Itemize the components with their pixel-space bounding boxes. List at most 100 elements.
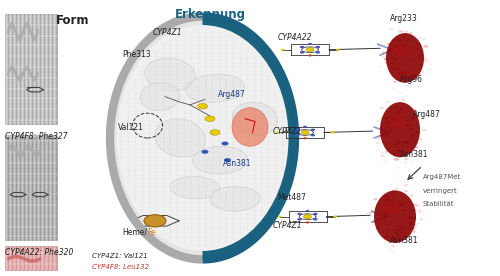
Circle shape (408, 221, 412, 224)
Circle shape (395, 233, 397, 235)
Circle shape (210, 130, 220, 135)
Circle shape (396, 235, 401, 237)
Circle shape (397, 140, 400, 142)
Circle shape (222, 142, 228, 145)
Circle shape (398, 110, 401, 112)
Circle shape (394, 81, 396, 83)
Circle shape (402, 44, 407, 47)
Circle shape (387, 43, 391, 45)
Circle shape (408, 47, 411, 49)
Ellipse shape (186, 74, 244, 102)
Text: Form: Form (56, 14, 89, 27)
Circle shape (374, 223, 377, 224)
FancyBboxPatch shape (5, 246, 58, 270)
Circle shape (416, 51, 420, 52)
Circle shape (411, 160, 414, 161)
Circle shape (420, 204, 424, 205)
Circle shape (420, 138, 422, 140)
Circle shape (406, 39, 411, 42)
Text: CYP4Z1: Val121: CYP4Z1: Val121 (92, 253, 148, 259)
Circle shape (144, 215, 166, 227)
Ellipse shape (382, 202, 399, 215)
Ellipse shape (388, 115, 404, 128)
Circle shape (415, 236, 418, 238)
Circle shape (310, 134, 315, 136)
Circle shape (418, 45, 422, 47)
Circle shape (413, 203, 417, 206)
Circle shape (394, 118, 398, 121)
Circle shape (401, 233, 404, 234)
Circle shape (380, 107, 384, 109)
Circle shape (410, 195, 413, 196)
Circle shape (394, 111, 398, 113)
Circle shape (392, 88, 396, 89)
Circle shape (398, 204, 403, 206)
Circle shape (408, 217, 410, 219)
Circle shape (402, 231, 406, 233)
Circle shape (396, 233, 399, 235)
Circle shape (386, 231, 390, 232)
Circle shape (394, 230, 396, 231)
Circle shape (422, 129, 426, 131)
Circle shape (426, 47, 430, 48)
Circle shape (417, 85, 422, 88)
Circle shape (422, 213, 425, 214)
Circle shape (409, 33, 412, 34)
Circle shape (389, 44, 392, 45)
Circle shape (416, 78, 420, 80)
Circle shape (404, 72, 407, 74)
Circle shape (396, 150, 400, 152)
Circle shape (402, 111, 406, 113)
Circle shape (404, 141, 408, 144)
FancyBboxPatch shape (5, 135, 58, 240)
Text: Asn381: Asn381 (390, 236, 418, 245)
Circle shape (370, 211, 373, 213)
Circle shape (393, 68, 398, 70)
Circle shape (405, 70, 407, 72)
Circle shape (416, 146, 419, 148)
Circle shape (382, 221, 385, 222)
Text: Arg96: Arg96 (400, 75, 423, 84)
Circle shape (386, 147, 390, 150)
Circle shape (422, 45, 428, 48)
Circle shape (388, 124, 392, 126)
Circle shape (404, 190, 408, 192)
Circle shape (384, 135, 386, 136)
Circle shape (382, 219, 387, 222)
Circle shape (378, 139, 380, 140)
Circle shape (386, 199, 390, 201)
Circle shape (400, 107, 404, 109)
Circle shape (428, 69, 432, 71)
Circle shape (384, 199, 387, 201)
Circle shape (392, 119, 396, 121)
Circle shape (300, 46, 304, 48)
Circle shape (397, 150, 402, 152)
Circle shape (382, 53, 384, 54)
Ellipse shape (170, 177, 220, 199)
Circle shape (397, 183, 399, 184)
Circle shape (382, 55, 386, 58)
Circle shape (380, 155, 384, 156)
Circle shape (424, 59, 429, 62)
Circle shape (406, 121, 408, 123)
Circle shape (410, 150, 414, 152)
Ellipse shape (386, 33, 424, 83)
Circle shape (400, 45, 404, 47)
Circle shape (385, 62, 388, 64)
Circle shape (308, 54, 312, 57)
Circle shape (389, 141, 392, 142)
Circle shape (407, 116, 410, 118)
Text: Asn381: Asn381 (222, 159, 251, 168)
Circle shape (276, 131, 280, 134)
Circle shape (386, 52, 388, 53)
Ellipse shape (140, 83, 180, 110)
Circle shape (400, 229, 404, 231)
Circle shape (390, 118, 394, 120)
Circle shape (198, 104, 207, 109)
Circle shape (403, 209, 406, 211)
Circle shape (391, 205, 396, 208)
Circle shape (418, 212, 421, 213)
Circle shape (394, 158, 399, 161)
Circle shape (399, 73, 402, 74)
Circle shape (399, 242, 402, 243)
